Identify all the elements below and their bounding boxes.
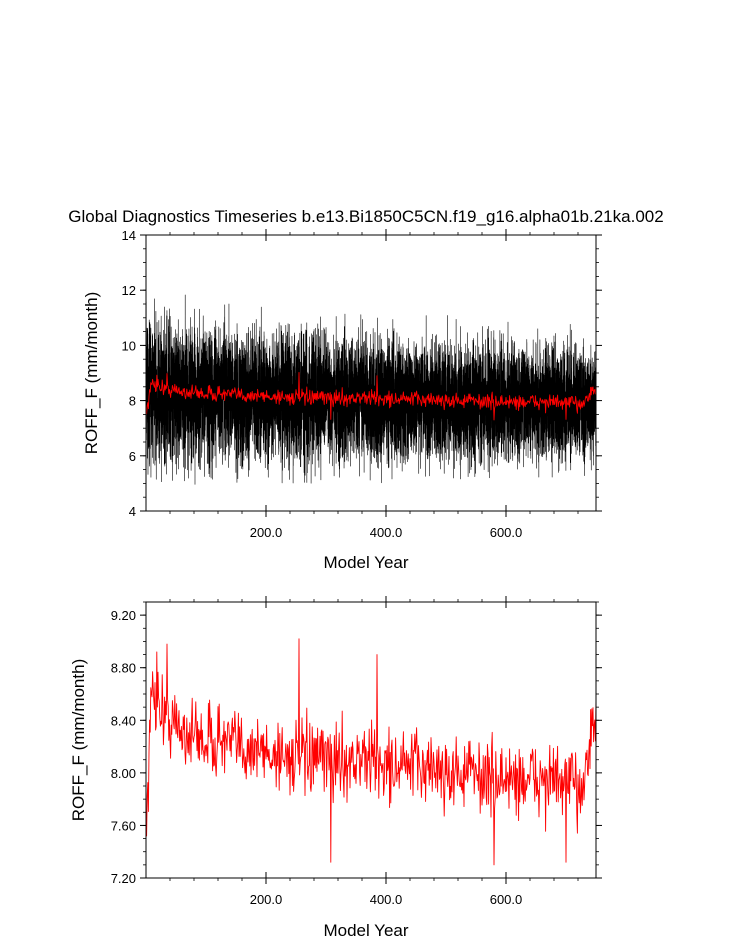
bottom-chart: 200.0 400.0 600.07.207.608.008.408.809.20 … (69, 596, 602, 940)
bottom-x-tick-label: 200.0 (250, 892, 283, 907)
top-chart-title: Global Diagnostics Timeseries b.e13.Bi18… (68, 207, 663, 226)
top-x-tick-label: 600.0 (490, 525, 523, 540)
bottom-x-tick-label: 400.0 (370, 892, 403, 907)
top-y-tick-label: 6 (129, 449, 136, 464)
top-series-monthly-line (146, 294, 596, 485)
top-plot-area (146, 294, 596, 485)
bottom-y-tick-label: 7.20 (111, 871, 136, 886)
top-x-tick-label: 200.0 (250, 525, 283, 540)
bottom-plot-area (146, 638, 596, 866)
bottom-x-tick-label: 600.0 (490, 892, 523, 907)
top-y-tick-label: 10 (122, 338, 136, 353)
top-x-tick-label: 400.0 (370, 525, 403, 540)
top-series-annual-line (146, 372, 596, 421)
top-chart: Global Diagnostics Timeseries b.e13.Bi18… (68, 207, 663, 572)
bottom-y-tick-label: 8.80 (111, 661, 136, 676)
bottom-y-tick-label: 9.20 (111, 608, 136, 623)
bottom-series-annual-line (146, 638, 596, 866)
top-y-tick-label: 12 (122, 283, 136, 298)
top-axes: 200.0 400.0 600.0 4 6 8 10 12 14 (122, 228, 602, 540)
bottom-y-axis-label: ROFF_F (mm/month) (69, 659, 88, 821)
top-y-axis-label: ROFF_F (mm/month) (82, 292, 101, 454)
bottom-y-tick-label: 8.40 (111, 713, 136, 728)
top-x-axis-label: Model Year (323, 553, 408, 572)
bottom-y-tick-label: 8.00 (111, 766, 136, 781)
top-y-tick-label: 14 (122, 228, 136, 243)
top-y-tick-label: 4 (129, 504, 136, 519)
bottom-x-axis-label: Model Year (323, 921, 408, 940)
bottom-plot-frame (145, 601, 597, 879)
bottom-y-tick-label: 7.60 (111, 818, 136, 833)
bottom-axes: 200.0 400.0 600.0 7.20 7.60 8.00 8.40 8.80 9.20 (111, 596, 602, 907)
top-y-tick-label: 8 (129, 394, 136, 409)
